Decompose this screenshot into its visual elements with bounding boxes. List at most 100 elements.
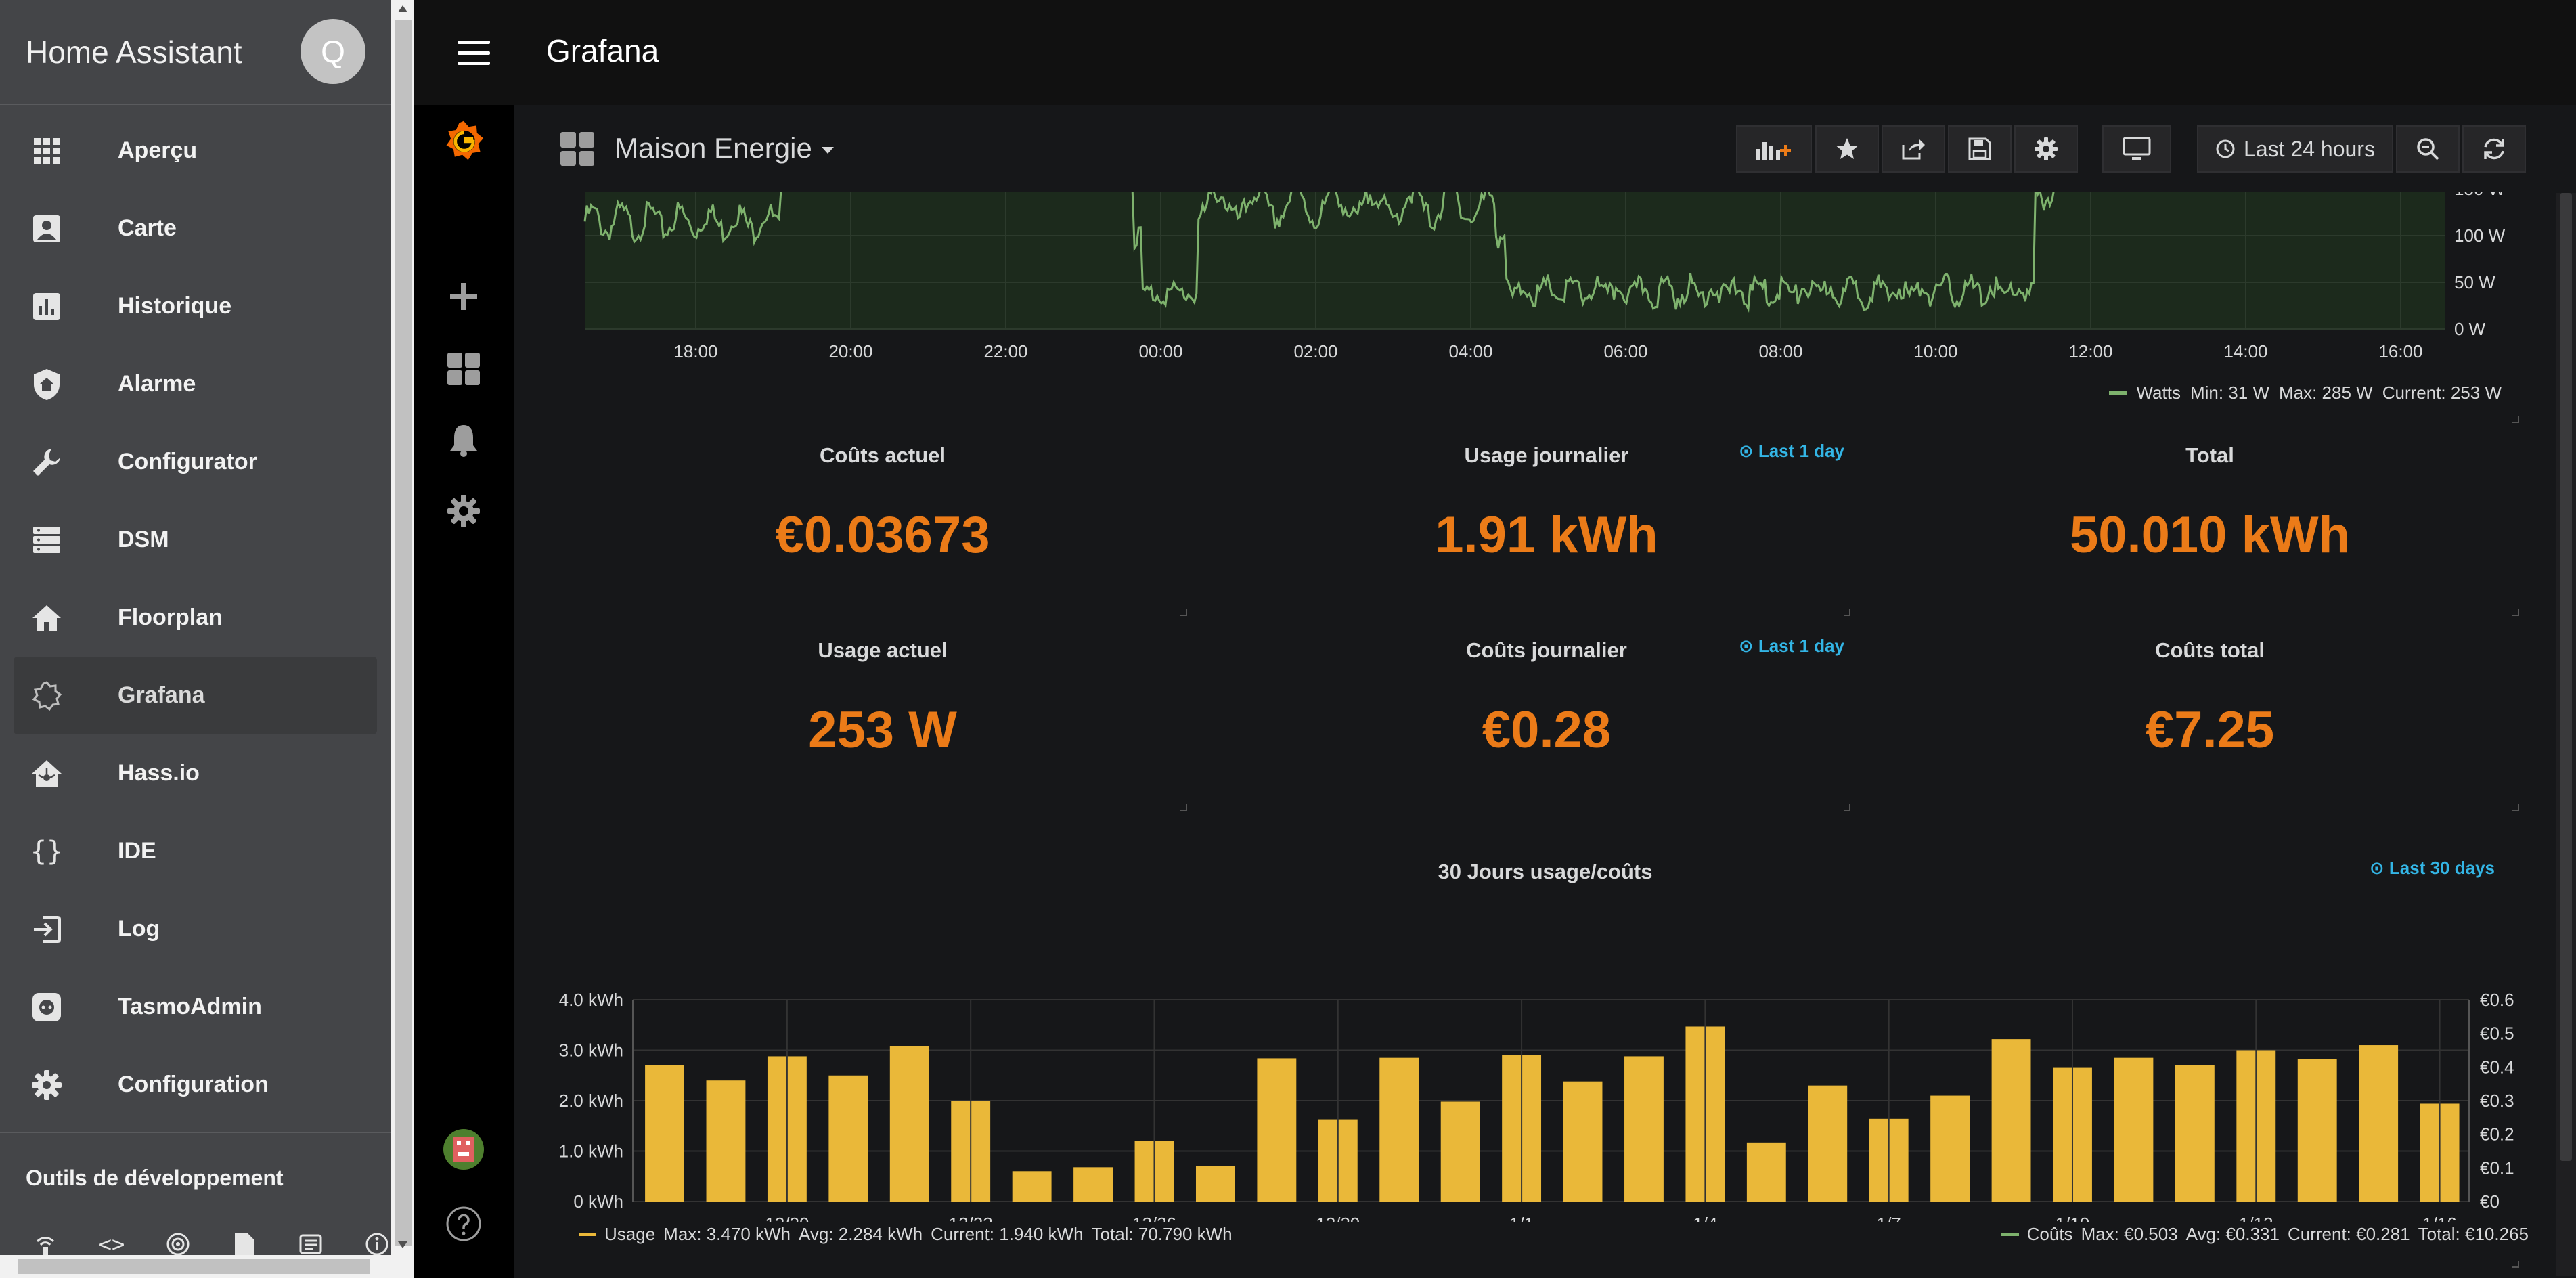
scrollbar-thumb[interactable] <box>2560 193 2572 1161</box>
zoom-out-icon <box>2417 138 2439 160</box>
bar <box>1930 1095 1970 1202</box>
sidebar-vertical-scrollbar[interactable] <box>391 0 414 1278</box>
app-header: Grafana <box>414 0 2576 105</box>
bar <box>1624 1056 1664 1202</box>
sidebar-item-tasmoadmin[interactable]: TasmoAdmin <box>0 968 391 1046</box>
y-tick-label: 50 W <box>2454 272 2495 292</box>
sidebar-item-carte[interactable]: Carte <box>0 190 391 267</box>
refresh-button[interactable] <box>2462 125 2526 173</box>
sidebar-item-label: Aperçu <box>118 137 198 163</box>
grafana-logo-icon[interactable] <box>441 118 486 163</box>
share-button[interactable] <box>1882 125 1945 173</box>
panel-resize-handle[interactable] <box>1180 609 1187 616</box>
x-tick-label: 16:00 <box>2378 341 2422 361</box>
scroll-down-arrow[interactable] <box>398 1241 407 1248</box>
sidebar-item-hassio[interactable]: Hass.io <box>0 734 391 812</box>
alerting-bell-icon[interactable] <box>441 418 486 462</box>
user-avatar-icon[interactable] <box>441 1127 486 1172</box>
watt-legend[interactable]: Watts Min: 31 W Max: 285 W Current: 253 … <box>2109 382 2502 403</box>
y-right-tick-label: €0.5 <box>2480 1023 2514 1044</box>
star-button[interactable] <box>1815 125 1879 173</box>
save-button[interactable] <box>1948 125 2012 173</box>
legend-couts[interactable]: Coûts Max: €0.503 Avg: €0.331 Current: €… <box>2001 1224 2529 1245</box>
sidebar-item-alarme[interactable]: Alarme <box>0 345 391 423</box>
stat-title: Coûts total <box>2155 638 2265 662</box>
legend-usage[interactable]: Usage Max: 3.470 kWh Avg: 2.284 kWh Curr… <box>579 1224 1233 1245</box>
grafana-sidemenu <box>414 105 514 1278</box>
legend-avg: Avg: €0.331 <box>2185 1224 2280 1244</box>
clock-icon: ⊙ <box>1738 441 1758 461</box>
bar <box>2297 1059 2337 1202</box>
time-override-link[interactable]: ⊙ Last 30 days <box>2370 858 2495 879</box>
panel-resize-handle[interactable] <box>1844 804 1850 811</box>
bar <box>1808 1085 1848 1202</box>
refresh-icon <box>2484 138 2504 160</box>
sidebar-item-label: DSM <box>118 527 169 552</box>
tv-mode-button[interactable] <box>2102 125 2171 173</box>
legend-series-name: Usage <box>604 1224 656 1244</box>
menu-icon[interactable] <box>458 37 490 69</box>
sidebar-item-label: Hass.io <box>118 760 200 786</box>
legend-avg: Avg: 2.284 kWh <box>799 1224 923 1244</box>
sidebar-horizontal-scrollbar[interactable] <box>0 1255 391 1278</box>
dashboards-icon[interactable] <box>441 347 486 391</box>
time-override-link[interactable]: ⊙ Last 1 day <box>1739 441 1844 462</box>
bar <box>1379 1057 1419 1202</box>
y-left-tick-label: 2.0 kWh <box>559 1090 623 1111</box>
sidebar-item-label: Carte <box>118 215 177 241</box>
time-override-link[interactable]: ⊙ Last 1 day <box>1739 636 1844 657</box>
help-icon[interactable] <box>441 1202 486 1246</box>
info-icon[interactable] <box>359 1231 395 1258</box>
stat-panel-usage-journalier: Usage journalier ⊙ Last 1 day 1.91 kWh <box>1222 430 1871 619</box>
legend-min: Min: 31 W <box>2190 382 2269 403</box>
code-tags-icon[interactable]: <> <box>98 1231 125 1257</box>
plus-icon[interactable] <box>441 274 486 319</box>
scrollbar-thumb[interactable] <box>18 1259 370 1274</box>
panel-resize-handle[interactable] <box>1180 804 1187 811</box>
x-tick-label: 1/13 <box>2239 1214 2273 1222</box>
x-tick-label: 12:00 <box>2068 341 2112 361</box>
panel-resize-handle[interactable] <box>2512 1261 2519 1268</box>
panel-resize-handle[interactable] <box>2512 804 2519 811</box>
scroll-text-icon[interactable] <box>292 1231 329 1258</box>
sidebar-item-label: Log <box>118 916 160 942</box>
sidebar-item-configurator[interactable]: Configurator <box>0 423 391 501</box>
sidebar-item-dsm[interactable]: DSM <box>0 501 391 579</box>
sidebar-item-apercu[interactable]: Aperçu <box>0 112 391 190</box>
stat-value: 1.91 kWh <box>1435 506 1658 564</box>
remote-icon[interactable] <box>27 1231 64 1258</box>
watt-graph-panel: 0 W 50 W 100 W 150 W 18:00 20:00 22:00 00:00 02:… <box>514 179 2576 408</box>
scroll-up-arrow[interactable] <box>398 5 407 12</box>
settings-button[interactable] <box>2014 125 2078 173</box>
panel-resize-handle[interactable] <box>2512 609 2519 616</box>
bar <box>1257 1058 1297 1202</box>
panel-resize-handle[interactable] <box>1844 609 1850 616</box>
sidebar-item-ide[interactable]: {} IDE <box>0 812 391 890</box>
time-picker-button[interactable]: Last 24 hours <box>2197 125 2393 173</box>
sidebar-item-historique[interactable]: Historique <box>0 267 391 345</box>
zoom-out-button[interactable] <box>2396 125 2460 173</box>
stat-value: €0.28 <box>1482 701 1612 759</box>
sidebar-item-grafana[interactable]: Grafana <box>14 657 377 734</box>
legend-swatch <box>2109 391 2127 395</box>
x-tick-label: 22:00 <box>983 341 1027 361</box>
add-panel-button[interactable] <box>1736 125 1812 173</box>
file-document-icon[interactable] <box>226 1231 263 1258</box>
sidebar-item-floorplan[interactable]: Floorplan <box>0 579 391 657</box>
sidebar-item-label: Configuration <box>118 1072 269 1097</box>
sidebar-item-configuration[interactable]: Configuration <box>0 1046 391 1124</box>
panel-resize-handle[interactable] <box>2512 416 2519 423</box>
configuration-gear-icon[interactable] <box>441 489 486 533</box>
x-tick-label: 12/29 <box>1316 1214 1360 1222</box>
dashboard-title-dropdown[interactable]: Maison Energie <box>615 132 834 164</box>
settings-icon <box>28 1069 65 1101</box>
account-box-icon <box>28 213 65 245</box>
bar <box>1073 1167 1113 1202</box>
sidebar-item-log[interactable]: Log <box>0 890 391 968</box>
user-avatar[interactable]: Q <box>301 19 365 84</box>
radio-tower-icon[interactable] <box>160 1231 196 1258</box>
scrollbar-thumb[interactable] <box>395 20 412 1246</box>
bar <box>706 1080 746 1202</box>
panel-title[interactable]: 30 Jours usage/coûts <box>1438 860 1653 883</box>
main-scrollbar[interactable] <box>2556 193 2576 1276</box>
